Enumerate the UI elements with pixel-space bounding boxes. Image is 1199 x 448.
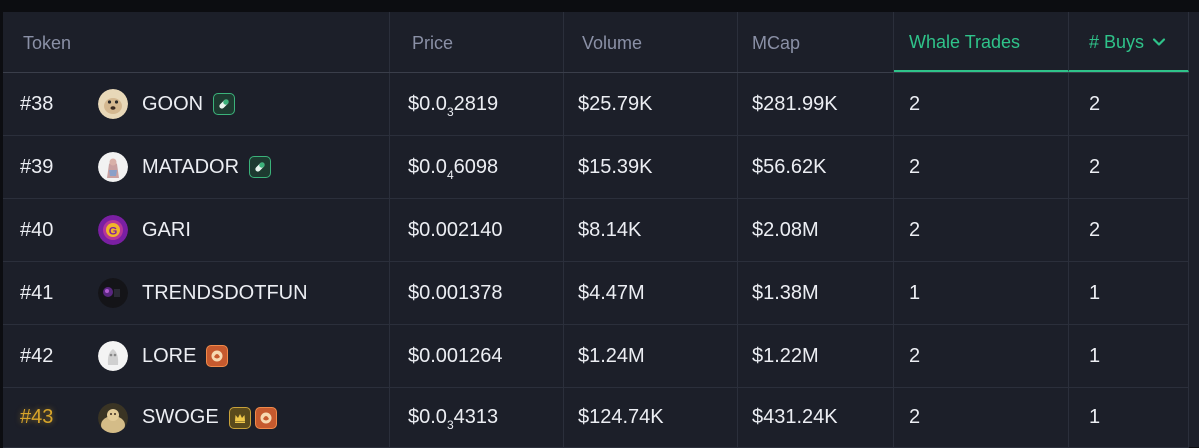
price-cell: $0.046098 — [390, 136, 564, 198]
token-cell: #38 GOON — [3, 73, 390, 135]
header-price[interactable]: Price — [390, 12, 564, 72]
mcap-cell: $1.22M — [738, 325, 894, 387]
rank: #39 — [20, 155, 54, 178]
pill-icon[interactable] — [249, 156, 272, 178]
token-avatar[interactable] — [98, 341, 128, 371]
token-avatar[interactable] — [98, 152, 128, 182]
price-value: $0.001378 — [408, 281, 503, 304]
rank: #43 — [20, 406, 54, 428]
volume-cell: $4.47M — [564, 262, 738, 324]
table-row[interactable]: #38 GOON $0.032819 $25.79K $281.99K 2 2 — [3, 73, 1189, 136]
table-row[interactable]: #39 MATADOR $0.046098 $15.39K $56.62K 2 … — [3, 136, 1189, 199]
buys-cell: 2 — [1069, 136, 1189, 198]
table-header: Token Price Volume MCap Whale Trades # B… — [3, 12, 1189, 73]
token-table: Token Price Volume MCap Whale Trades # B… — [3, 12, 1199, 448]
mcap-cell: $431.24K — [738, 388, 894, 447]
fire-icon[interactable] — [206, 345, 229, 367]
price-value: $0.001264 — [408, 344, 503, 367]
price-value: $0.034313 — [408, 406, 499, 432]
token-name[interactable]: GARI — [142, 218, 191, 241]
rank: #38 — [20, 92, 54, 115]
buys-cell: 2 — [1069, 199, 1189, 261]
header-mcap[interactable]: MCap — [738, 12, 894, 72]
buys-cell: 2 — [1069, 73, 1189, 135]
token-avatar[interactable] — [98, 278, 128, 308]
price-value: $0.032819 — [408, 92, 499, 119]
token-name[interactable]: SWOGE — [142, 406, 219, 428]
price-cell: $0.034313 — [390, 388, 564, 447]
price-cell: $0.032819 — [390, 73, 564, 135]
fire-icon[interactable] — [254, 406, 277, 429]
token-cell: #41 TRENDSDOTFUN — [3, 262, 390, 324]
token-name[interactable]: TRENDSDOTFUN — [142, 281, 308, 304]
token-name[interactable]: LORE — [142, 344, 197, 367]
volume-cell: $124.74K — [564, 388, 738, 447]
token-cell: #43 SWOGE — [3, 388, 390, 447]
header-buys[interactable]: # Buys — [1069, 12, 1189, 72]
crown-icon[interactable] — [228, 406, 251, 429]
whale-trades-cell: 2 — [894, 325, 1069, 387]
rank: #40 — [20, 218, 54, 241]
whale-trades-cell: 2 — [894, 199, 1069, 261]
mcap-cell: $1.38M — [738, 262, 894, 324]
mcap-cell: $281.99K — [738, 73, 894, 135]
price-cell: $0.001264 — [390, 325, 564, 387]
volume-cell: $15.39K — [564, 136, 738, 198]
mcap-cell: $2.08M — [738, 199, 894, 261]
buys-cell: 1 — [1069, 262, 1189, 324]
price-cell: $0.002140 — [390, 199, 564, 261]
token-name[interactable]: GOON — [142, 92, 204, 115]
buys-cell: 1 — [1069, 388, 1189, 447]
token-avatar[interactable] — [98, 402, 128, 433]
volume-cell: $1.24M — [564, 325, 738, 387]
rank: #42 — [20, 344, 54, 367]
chevron-down-icon — [1152, 38, 1166, 46]
header-token[interactable]: Token — [3, 12, 390, 72]
token-avatar[interactable]: G — [98, 215, 128, 245]
price-value: $0.002140 — [408, 218, 503, 241]
header-volume[interactable]: Volume — [564, 12, 738, 72]
volume-cell: $8.14K — [564, 199, 738, 261]
token-avatar[interactable] — [98, 89, 128, 119]
token-cell: #40 G GARI — [3, 199, 390, 261]
header-buys-label: # Buys — [1089, 31, 1145, 52]
mcap-cell: $56.62K — [738, 136, 894, 198]
rank: #41 — [20, 281, 54, 304]
token-name[interactable]: MATADOR — [142, 155, 240, 178]
price-value: $0.046098 — [408, 155, 499, 182]
whale-trades-cell: 2 — [894, 136, 1069, 198]
pill-icon[interactable] — [213, 93, 236, 115]
price-cell: $0.001378 — [390, 262, 564, 324]
token-cell: #42 LORE — [3, 325, 390, 387]
table-row[interactable]: #43 SWOGE $0.034313 $124.74K $431.24K 2 … — [3, 388, 1189, 448]
whale-trades-cell: 2 — [894, 73, 1069, 135]
svg-text:G: G — [109, 226, 118, 238]
whale-trades-cell: 2 — [894, 388, 1069, 447]
whale-trades-cell: 1 — [894, 262, 1069, 324]
table-row[interactable]: #40 G GARI $0.002140 $8.14K $2.08M 2 2 — [3, 199, 1189, 262]
table-row[interactable]: #42 LORE $0.001264 $1.24M $1.22M 2 1 — [3, 325, 1189, 388]
table-row[interactable]: #41 TRENDSDOTFUN $0.001378 $4.47M $1.38M… — [3, 262, 1189, 325]
buys-cell: 1 — [1069, 325, 1189, 387]
volume-cell: $25.79K — [564, 73, 738, 135]
token-cell: #39 MATADOR — [3, 136, 390, 198]
header-whale-trades[interactable]: Whale Trades — [894, 12, 1069, 72]
